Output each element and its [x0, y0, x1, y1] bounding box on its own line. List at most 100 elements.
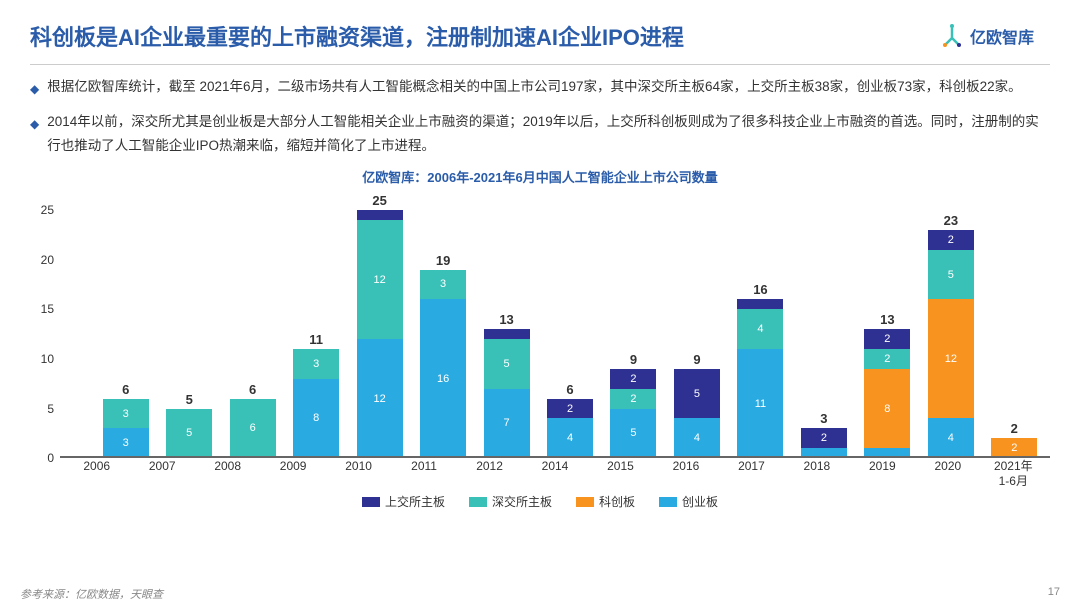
bar-segment-shangjiao: 2 — [610, 369, 656, 389]
x-tick-label: 2016 — [653, 459, 718, 488]
bar-segment-shenjiao: 5 — [928, 250, 974, 300]
x-axis-labels: 2006200720082009201020112012201420152016… — [64, 459, 1046, 488]
bar-total-label: 19 — [436, 253, 450, 268]
bar-segment-shenjiao: 3 — [103, 399, 149, 429]
y-tick-label: 5 — [47, 402, 54, 416]
bar-total-label: 13 — [499, 312, 513, 327]
legend-swatch — [659, 497, 677, 507]
bar-total-label: 5 — [186, 392, 193, 407]
y-tick-label: 10 — [41, 352, 54, 366]
bar-group: 19163 — [411, 190, 474, 458]
bar-stack: 75 — [484, 329, 530, 458]
bar-segment-chuangye: 5 — [610, 409, 656, 459]
chart-title: 亿欧智库：2006年-2021年6月中国人工智能企业上市公司数量 — [0, 167, 1080, 186]
bar-stack: 114 — [737, 299, 783, 458]
bar-segment-shangjiao: 2 — [801, 428, 847, 448]
bar-total-label: 3 — [820, 411, 827, 426]
bar-segment-shenjiao: 6 — [230, 399, 276, 459]
chart-plot-area: 6335566118325121219163137564295229451611… — [60, 190, 1050, 458]
logo-text: 亿欧智库 — [970, 24, 1034, 48]
bar-stack: 33 — [103, 399, 149, 459]
y-axis: 0510152025 — [30, 190, 60, 458]
bar-segment-shangjiao: 2 — [864, 329, 910, 349]
bar-segment-kechuang: 8 — [864, 369, 910, 448]
bar-segment-chuangye: 16 — [420, 299, 466, 458]
bar-group: 25 1212 — [348, 190, 411, 458]
y-tick-label: 25 — [41, 203, 54, 217]
x-tick-label: 2007 — [129, 459, 194, 488]
bar-stack: 45 — [674, 369, 720, 458]
bullet-diamond-icon: ◆ — [30, 114, 39, 136]
x-tick-label: 2015 — [588, 459, 653, 488]
bar-group: 2341252 — [919, 190, 982, 458]
bar-segment-shenjiao: 2 — [610, 389, 656, 409]
logo-icon — [940, 24, 964, 48]
bar-segment-kechuang: 12 — [928, 299, 974, 418]
bar-group: 66 — [221, 190, 284, 458]
bar-total-label: 6 — [122, 382, 129, 397]
legend-label: 创业板 — [682, 493, 718, 510]
bar-segment-shenjiao: 3 — [293, 349, 339, 379]
bar-segment-shenjiao: 4 — [737, 309, 783, 349]
x-tick-label: 2019 — [850, 459, 915, 488]
legend-item-shangjiao: 上交所主板 — [362, 493, 445, 510]
page-title: 科创板是AI企业最重要的上市融资渠道，注册制加速AI企业IPO进程 — [30, 20, 940, 52]
x-tick-label: 2009 — [260, 459, 325, 488]
bullet-diamond-icon: ◆ — [30, 79, 39, 101]
bar-segment-shangjiao — [357, 210, 403, 220]
chart-bars: 6335566118325121219163137564295229451611… — [94, 190, 1046, 458]
y-tick-label: 20 — [41, 253, 54, 267]
bar-segment-shangjiao — [737, 299, 783, 309]
legend-swatch — [362, 497, 380, 507]
bar-group: 642 — [538, 190, 601, 458]
bar-group: 16 114 — [729, 190, 792, 458]
bar-total-label: 9 — [630, 352, 637, 367]
header: 科创板是AI企业最重要的上市融资渠道，注册制加速AI企业IPO进程 亿欧智库 — [0, 0, 1080, 64]
bullet-text: 2014年以前，深交所尤其是创业板是大部分人工智能相关企业上市融资的渠道；201… — [47, 110, 1050, 159]
x-tick-label: 2011 — [391, 459, 456, 488]
bar-segment-shenjiao: 2 — [864, 349, 910, 369]
x-tick-label: 2012 — [457, 459, 522, 488]
bar-group: 32 — [792, 190, 855, 458]
bar-group: 13 75 — [475, 190, 538, 458]
bar-total-label: 25 — [372, 193, 386, 208]
logo: 亿欧智库 — [940, 24, 1050, 48]
bar-stack: 522 — [610, 369, 656, 458]
bar-segment-shenjiao: 5 — [166, 409, 212, 459]
y-tick-label: 0 — [47, 451, 54, 465]
bar-stack: 42 — [547, 399, 593, 459]
bar-stack: 1212 — [357, 210, 403, 458]
x-tick-label: 2017 — [719, 459, 784, 488]
bar-segment-shenjiao: 5 — [484, 339, 530, 389]
bar-stack: 83 — [293, 349, 339, 458]
bullet-item: ◆ 2014年以前，深交所尤其是创业板是大部分人工智能相关企业上市融资的渠道；2… — [30, 110, 1050, 159]
legend-swatch — [469, 497, 487, 507]
legend-label: 上交所主板 — [385, 493, 445, 510]
bar-segment-chuangye: 7 — [484, 389, 530, 458]
legend-swatch — [576, 497, 594, 507]
bar-total-label: 16 — [753, 282, 767, 297]
bar-total-label: 2 — [1011, 421, 1018, 436]
bar-total-label: 6 — [249, 382, 256, 397]
x-tick-label: 2008 — [195, 459, 260, 488]
bar-segment-chuangye: 3 — [103, 428, 149, 458]
bar-stack: 822 — [864, 329, 910, 458]
legend-item-shenjiao: 深交所主板 — [469, 493, 552, 510]
y-tick-label: 15 — [41, 302, 54, 316]
bar-segment-chuangye: 11 — [737, 349, 783, 458]
legend-label: 深交所主板 — [492, 493, 552, 510]
legend-item-kechuang: 科创板 — [576, 493, 635, 510]
footer: 参考来源：亿欧数据，天眼查 17 — [0, 586, 1080, 602]
bar-total-label: 9 — [693, 352, 700, 367]
bullet-list: ◆ 根据亿欧智库统计，截至 2021年6月，二级市场共有人工智能概念相关的中国上… — [0, 75, 1080, 158]
x-tick-label: 2014 — [522, 459, 587, 488]
bar-segment-shenjiao: 12 — [357, 220, 403, 339]
x-tick-label: 2021年1-6月 — [981, 459, 1046, 488]
bar-segment-shangjiao: 5 — [674, 369, 720, 419]
chart-legend: 上交所主板 深交所主板 科创板 创业板 — [30, 493, 1050, 510]
chart: 0510152025 63355661183251212191631375642… — [30, 190, 1050, 510]
bar-stack: 41252 — [928, 230, 974, 458]
x-tick-label: 2010 — [326, 459, 391, 488]
legend-label: 科创板 — [599, 493, 635, 510]
source-text: 参考来源：亿欧数据，天眼查 — [20, 586, 163, 602]
